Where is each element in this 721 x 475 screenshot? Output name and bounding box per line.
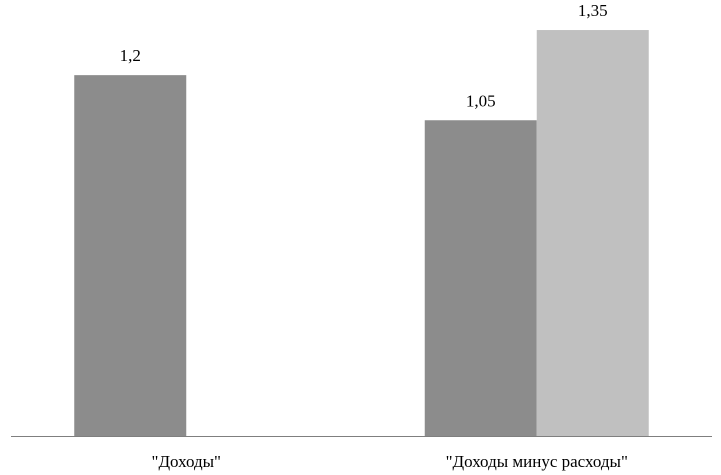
data-label-0-0: 1,2: [120, 46, 141, 65]
data-label-1-0: 1,05: [466, 91, 496, 110]
bar-0-0: [74, 75, 187, 437]
category-labels-group: "Доходы" "Доходы минус расходы": [152, 452, 628, 471]
category-label-0: "Доходы": [152, 452, 222, 471]
data-labels-group: 1,2 1,05 1,35: [120, 1, 608, 110]
category-label-1: "Доходы минус расходы": [446, 452, 628, 471]
bars-group: [74, 30, 649, 437]
bar-1-1: [536, 30, 649, 437]
data-label-1-1: 1,35: [578, 1, 608, 20]
bar-1-0: [424, 120, 537, 436]
